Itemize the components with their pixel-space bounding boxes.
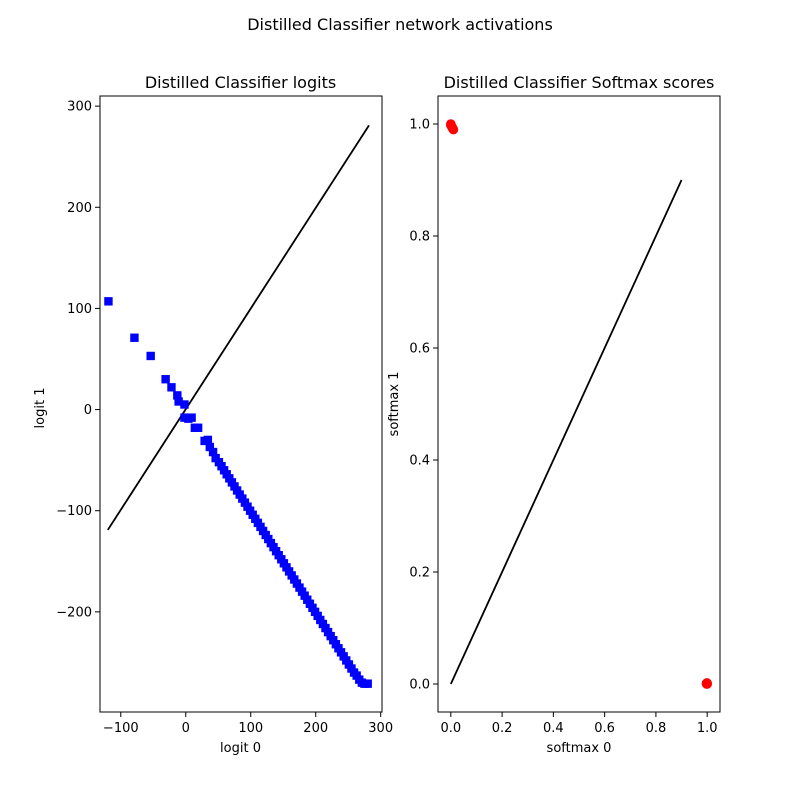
logits-data-point — [167, 383, 176, 392]
logits-data-point — [187, 413, 196, 422]
softmax-x-tick-label: 0.2 — [492, 721, 513, 736]
softmax-data-point — [701, 678, 712, 689]
softmax-x-tick-label: 0.6 — [594, 721, 615, 736]
softmax-y-tick-label: 0.0 — [409, 678, 430, 693]
logits-y-axis-label: logit 1 — [33, 388, 48, 429]
logits-x-tick-label: 300 — [368, 721, 393, 736]
logits-x-tick-label: 200 — [303, 721, 328, 736]
logits-data-point — [146, 351, 155, 361]
figure-suptitle: Distilled Classifier network activations — [247, 15, 553, 34]
softmax-x-axis-label: softmax 0 — [547, 741, 612, 756]
logits-y-tick-label: −100 — [56, 504, 92, 519]
softmax-x-tick-label: 0.0 — [440, 721, 461, 736]
softmax-reference-line — [449, 179, 683, 685]
logits-data-point — [180, 400, 189, 409]
softmax-x-tick-label: 1.0 — [697, 721, 718, 736]
softmax-y-tick-label: 0.6 — [409, 342, 430, 357]
logits-data-point — [203, 435, 213, 445]
softmax-x-tick-label: 0.8 — [646, 721, 667, 736]
logits-y-tick-label: −200 — [56, 605, 92, 620]
logits-x-axis-label: logit 0 — [220, 741, 261, 756]
logits-y-tick-label: 300 — [67, 100, 92, 115]
logits-x-tick-label: 0 — [182, 721, 190, 736]
logits-x-tick-label: −100 — [103, 721, 139, 736]
logits-y-tick-label: 100 — [67, 302, 92, 317]
softmax-axes-frame — [437, 95, 721, 713]
logits-data-point — [161, 375, 170, 384]
logits-data-point — [174, 397, 183, 406]
softmax-axes-title: Distilled Classifier Softmax scores — [444, 73, 715, 92]
softmax-axes: Distilled Classifier Softmax scores soft… — [387, 73, 721, 756]
logits-y-tick-label: 0 — [84, 403, 92, 418]
logits-data-point — [205, 442, 215, 452]
logits-data-point — [208, 447, 218, 457]
softmax-y-tick-label: 0.4 — [409, 454, 430, 469]
logits-data-point — [193, 423, 203, 432]
logits-y-tick-label: 200 — [67, 201, 92, 216]
logits-axes: Distilled Classifier logits logit 0 logi… — [33, 73, 393, 756]
logits-axes-title: Distilled Classifier logits — [145, 73, 336, 92]
logits-x-tick-label: 100 — [238, 721, 263, 736]
logits-reference-line — [107, 124, 370, 531]
softmax-y-axis-label: softmax 1 — [387, 372, 402, 437]
softmax-y-tick-label: 0.2 — [409, 566, 430, 581]
logits-data-point — [173, 391, 182, 400]
softmax-data-point — [448, 124, 459, 135]
logits-data-point — [363, 679, 372, 688]
softmax-y-tick-label: 1.0 — [409, 118, 430, 133]
logits-data-point — [130, 333, 139, 342]
softmax-y-tick-label: 0.8 — [409, 230, 430, 245]
logits-axes-frame — [99, 95, 383, 713]
logits-data-point — [104, 297, 113, 306]
softmax-x-tick-label: 0.4 — [543, 721, 564, 736]
